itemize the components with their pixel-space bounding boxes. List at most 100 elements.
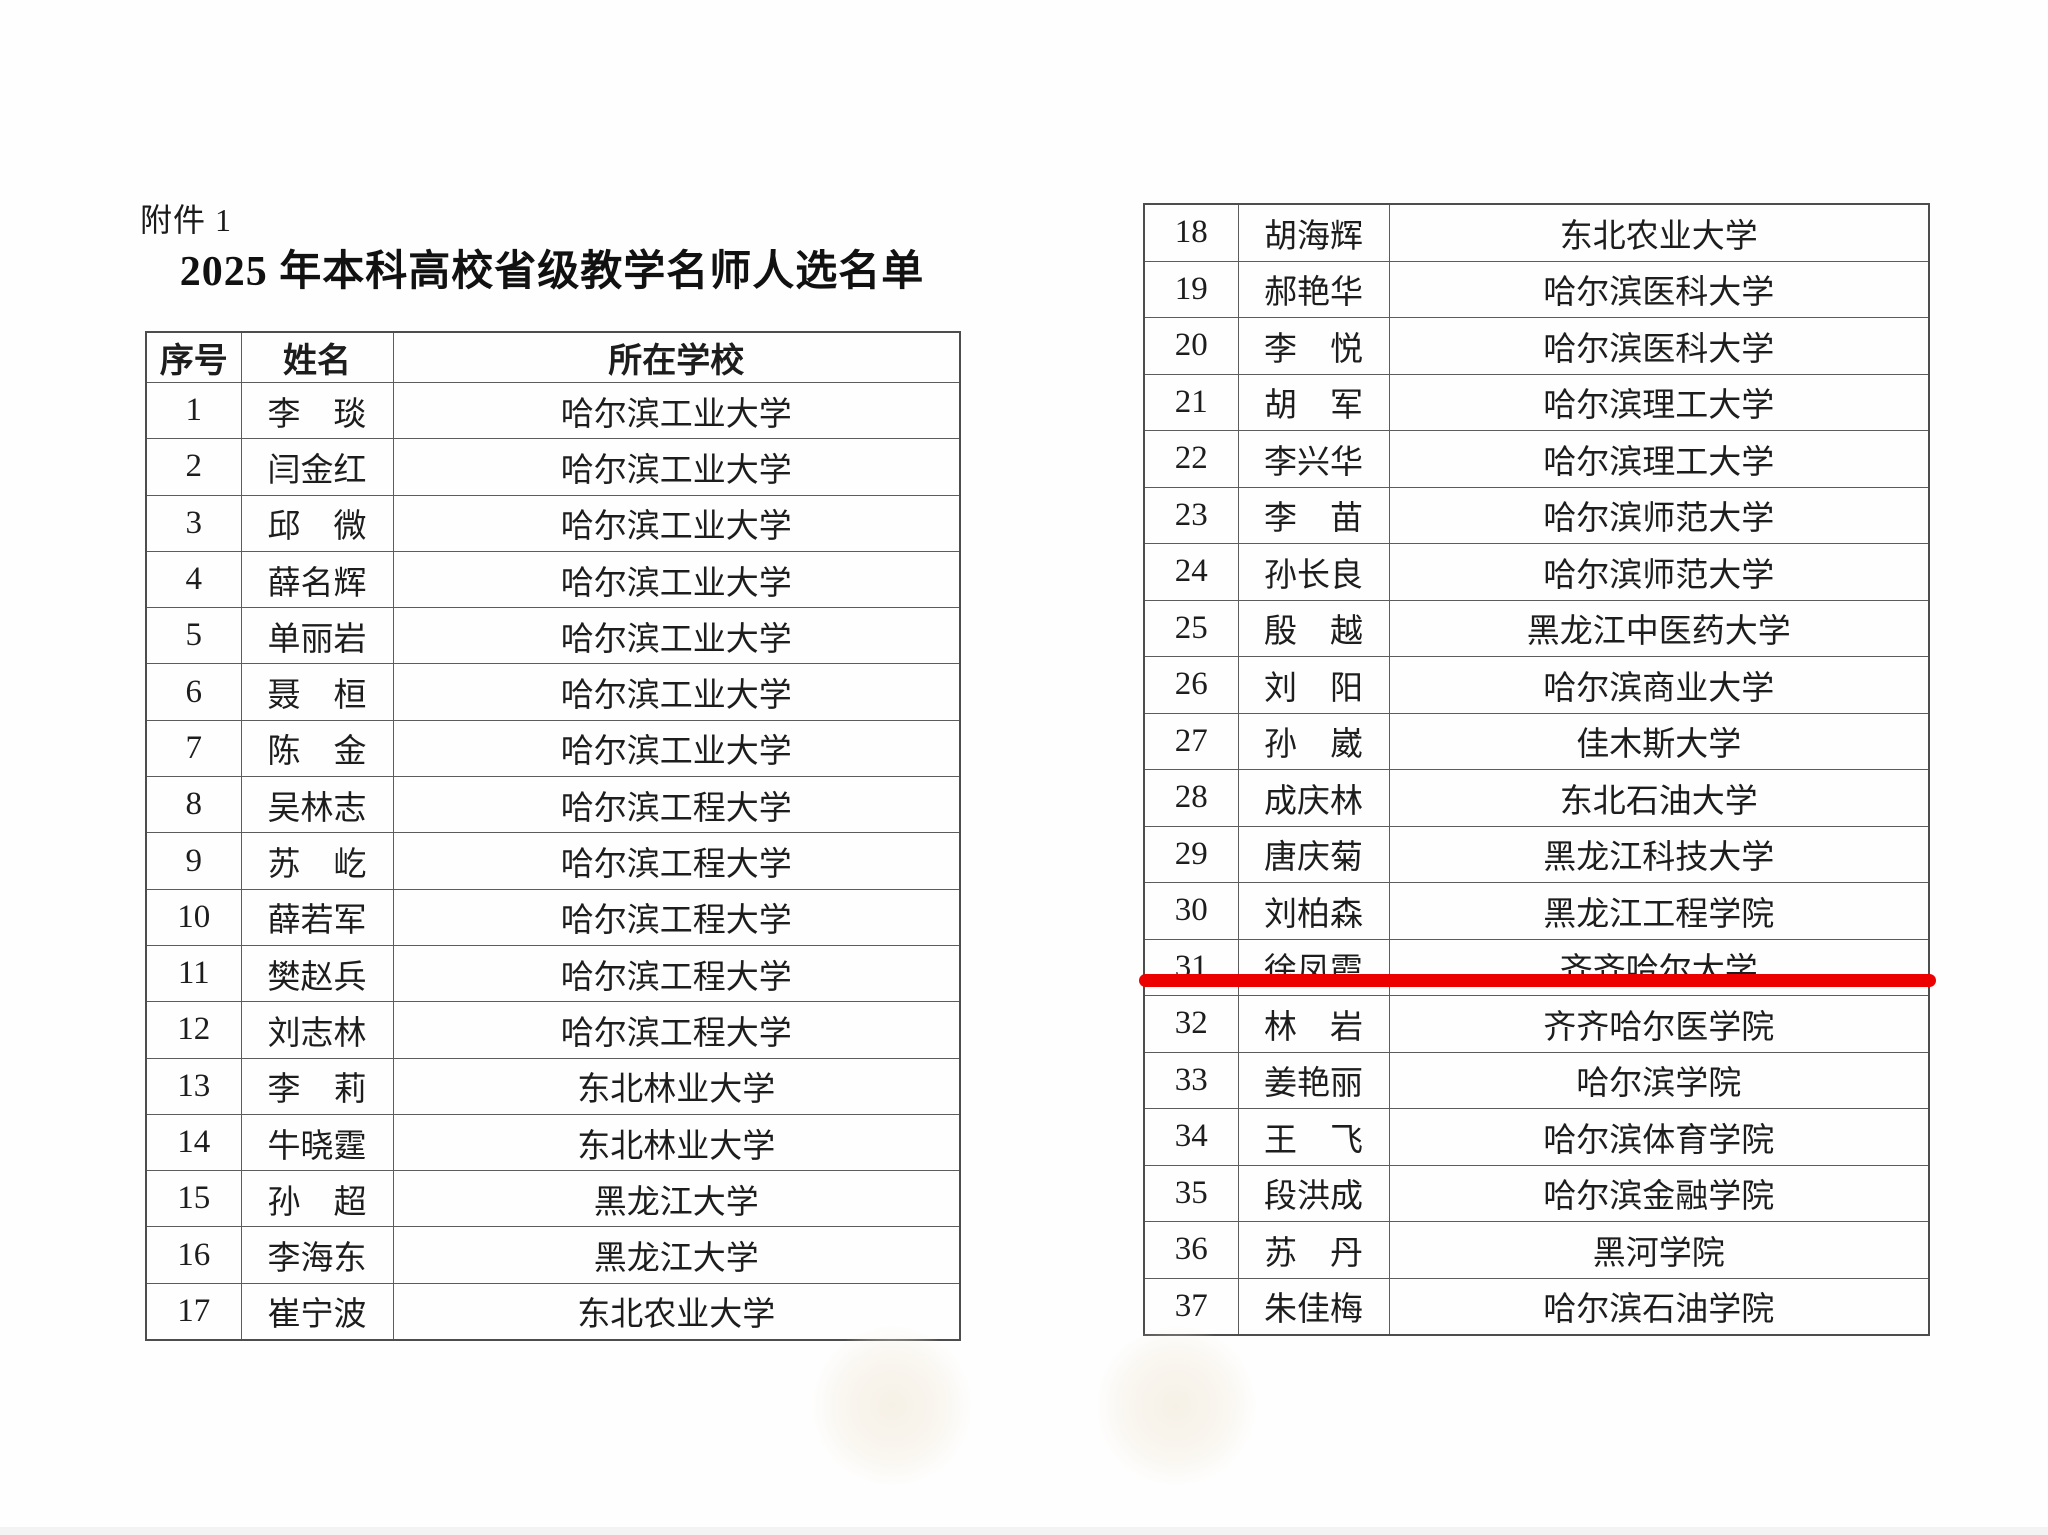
row-school: 东北林业大学: [392, 1113, 961, 1172]
row-name: 陈 金: [240, 719, 394, 778]
row-school: 哈尔滨工程大学: [392, 776, 961, 834]
row-name: 崔宁波: [240, 1282, 394, 1341]
row-school: 哈尔滨工业大学: [392, 550, 961, 609]
row-school: 东北石油大学: [1388, 769, 1930, 827]
table-row: 21 胡 军哈尔滨理工大学: [1143, 373, 1930, 431]
table-header: 序号 姓名 所在学校: [145, 331, 961, 383]
table-row: 17 崔宁波 东北农业大学: [145, 1282, 961, 1341]
table-row: 14 牛晓霆 东北林业大学: [145, 1113, 961, 1172]
row-no: 30: [1143, 882, 1239, 940]
row-no: 6: [145, 663, 242, 721]
row-name: 薛名辉: [240, 550, 394, 609]
row-school: 哈尔滨体育学院: [1388, 1108, 1930, 1166]
table-row: 13 李 莉东北林业大学: [145, 1057, 961, 1115]
header-name: 姓名: [240, 331, 394, 383]
row-name: 李兴华: [1237, 430, 1390, 488]
table-row: 26 刘 阳哈尔滨商业大学: [1143, 656, 1930, 714]
row-school: 黑龙江科技大学: [1388, 825, 1930, 883]
row-school: 黑河学院: [1388, 1221, 1930, 1279]
row-school: 哈尔滨工业大学: [392, 381, 961, 440]
row-no: 35: [1143, 1164, 1239, 1222]
table-row: 5 单丽岩 哈尔滨工业大学: [145, 607, 961, 665]
row-name: 李 莉: [240, 1057, 394, 1115]
table-row: 37 朱佳梅 哈尔滨石油学院: [1143, 1277, 1930, 1336]
row-school: 东北林业大学: [392, 1057, 961, 1115]
row-name: 刘 阳: [1237, 656, 1390, 714]
row-name: 朱佳梅: [1237, 1277, 1390, 1336]
table-row: 33 姜艳丽 哈尔滨学院: [1143, 1051, 1930, 1109]
row-name: 殷 越: [1237, 599, 1390, 657]
row-no: 21: [1143, 373, 1239, 431]
table-row: 35 段洪成 哈尔滨金融学院: [1143, 1164, 1930, 1222]
table-row: 32 林 岩齐齐哈尔医学院: [1143, 995, 1930, 1053]
row-school: 哈尔滨师范大学: [1388, 543, 1930, 601]
row-school: 哈尔滨石油学院: [1388, 1277, 1930, 1336]
row-school: 哈尔滨工业大学: [392, 719, 961, 778]
page-bottom-edge: [0, 1527, 2048, 1535]
row-no: 20: [1143, 317, 1239, 375]
row-name: 郝艳华: [1237, 260, 1390, 318]
row-no: 15: [145, 1170, 242, 1228]
table-row: 20 李 悦哈尔滨医科大学: [1143, 317, 1930, 375]
row-no: 7: [145, 719, 242, 778]
row-no: 25: [1143, 599, 1239, 657]
row-school: 哈尔滨学院: [1388, 1051, 1930, 1109]
header-no: 序号: [145, 331, 242, 383]
row-no: 13: [145, 1057, 242, 1115]
row-no: 23: [1143, 486, 1239, 544]
row-school: 哈尔滨医科大学: [1388, 260, 1930, 318]
row-no: 24: [1143, 543, 1239, 601]
row-school: 哈尔滨医科大学: [1388, 317, 1930, 375]
table-row: 24 孙长良 哈尔滨师范大学: [1143, 543, 1930, 601]
table-row: 18 胡海辉 东北农业大学: [1143, 203, 1930, 262]
row-no: 14: [145, 1113, 242, 1172]
row-no: 16: [145, 1226, 242, 1284]
row-school: 哈尔滨工程大学: [392, 1001, 961, 1059]
row-no: 11: [145, 944, 242, 1003]
row-school: 黑龙江中医药大学: [1388, 599, 1930, 657]
row-name: 吴林志: [240, 776, 394, 834]
row-name: 薛若军: [240, 888, 394, 946]
row-school: 黑龙江大学: [392, 1170, 961, 1228]
table-row: 29 唐庆菊 黑龙江科技大学: [1143, 825, 1930, 883]
row-school: 黑龙江大学: [392, 1226, 961, 1284]
row-no: 18: [1143, 203, 1239, 262]
table-row: 15 孙 超黑龙江大学: [145, 1170, 961, 1228]
row-name: 王 飞: [1237, 1108, 1390, 1166]
row-no: 2: [145, 438, 242, 496]
row-name: 徐凤霞: [1237, 938, 1390, 996]
row-name: 李 琰: [240, 381, 394, 440]
row-no: 32: [1143, 995, 1239, 1053]
row-school: 哈尔滨工业大学: [392, 607, 961, 665]
row-no: 29: [1143, 825, 1239, 883]
row-name: 姜艳丽: [1237, 1051, 1390, 1109]
row-school: 哈尔滨工业大学: [392, 438, 961, 496]
table-row: 31 徐凤霞 齐齐哈尔大学: [1143, 938, 1930, 996]
table-row: 16 李海东 黑龙江大学: [145, 1226, 961, 1284]
row-name: 刘柏森: [1237, 882, 1390, 940]
row-name: 胡海辉: [1237, 203, 1390, 262]
row-name: 孙长良: [1237, 543, 1390, 601]
row-name: 苏 丹: [1237, 1221, 1390, 1279]
table-row: 22 李兴华 哈尔滨理工大学: [1143, 430, 1930, 488]
row-name: 孙 超: [240, 1170, 394, 1228]
table-row: 19 郝艳华 哈尔滨医科大学: [1143, 260, 1930, 318]
row-school: 哈尔滨商业大学: [1388, 656, 1930, 714]
row-school: 哈尔滨工业大学: [392, 494, 961, 552]
row-school: 哈尔滨工程大学: [392, 888, 961, 946]
row-name: 段洪成: [1237, 1164, 1390, 1222]
row-no: 1: [145, 381, 242, 440]
watermark-blob: [812, 1326, 972, 1486]
row-no: 36: [1143, 1221, 1239, 1279]
page-title: 2025 年本科高校省级教学名师人选名单: [179, 249, 925, 295]
row-no: 22: [1143, 430, 1239, 488]
table-body-right: 18 胡海辉 东北农业大学 19 郝艳华 哈尔滨医科大学 20 李 悦哈尔滨医科大学 21 胡 军…: [1143, 203, 1930, 1336]
row-no: 31: [1143, 938, 1239, 996]
row-name: 樊赵兵: [240, 944, 394, 1003]
table-row: 30 刘柏森 黑龙江工程学院: [1143, 882, 1930, 940]
